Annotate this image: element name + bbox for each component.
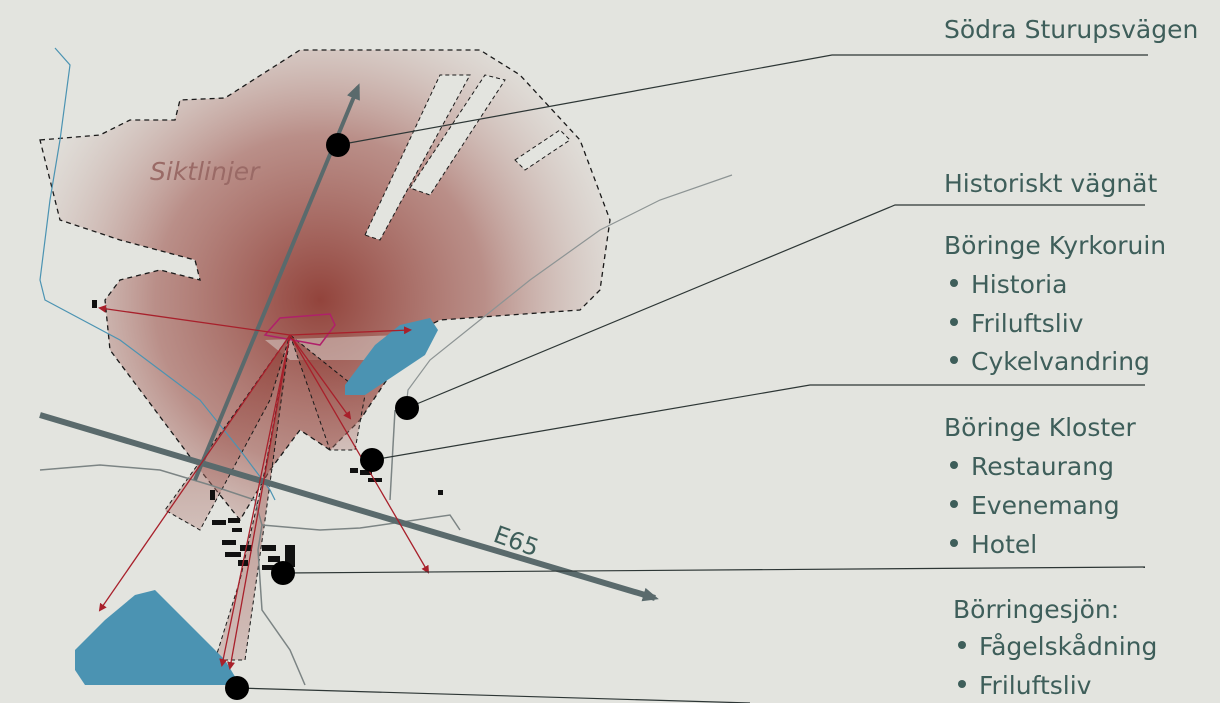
stream <box>39 47 276 501</box>
sightline-wedge-south <box>214 334 291 661</box>
monastery-item-label: Restaurang <box>971 452 1114 481</box>
historic-road-4 <box>404 174 733 416</box>
lake-item-fagelskadning: Fågelskådning <box>958 634 1157 659</box>
label-historiskt-vagnat: Historiskt vägnät <box>944 169 1158 198</box>
sightline-wedge-southeast <box>288 333 366 451</box>
marker-borringesjon[interactable] <box>225 676 249 700</box>
label-borringesjon: Börringesjön: <box>953 595 1120 624</box>
monastery-item-label: Hotel <box>971 530 1038 559</box>
e65-road <box>39 412 659 602</box>
sightline-gap-3 <box>514 129 571 171</box>
bullet-icon <box>950 539 958 547</box>
church-item-historia: Historia <box>950 272 1067 297</box>
historic-road-2 <box>261 514 461 531</box>
lake-item-friluftsliv: Friluftsliv <box>958 673 1091 698</box>
sightline-area <box>39 49 611 522</box>
label-boringe-kloster: Böringe Kloster <box>944 413 1136 442</box>
lake-small <box>345 318 438 395</box>
bullet-icon <box>950 500 958 508</box>
bullet-icon <box>958 641 966 649</box>
bullet-icon <box>950 356 958 364</box>
sightline-arrows <box>98 304 430 670</box>
bullet-icon <box>950 279 958 287</box>
church-item-label: Historia <box>971 270 1068 299</box>
church-item-label: Friluftsliv <box>971 309 1084 338</box>
marker-sodra-sturupsvagen[interactable] <box>326 133 350 157</box>
monastery-item-restaurang: Restaurang <box>950 454 1114 479</box>
monastery-item-hotel: Hotel <box>950 532 1037 557</box>
marker-boringe-kyrkoruin[interactable] <box>360 448 384 472</box>
sightline-gap-1 <box>364 74 471 241</box>
leader-lines <box>236 54 1148 703</box>
label-sodra-sturupsvagen: Södra Sturupsvägen <box>944 15 1199 44</box>
e65-label: E65 <box>490 520 543 562</box>
marker-boringe-kloster[interactable] <box>271 561 295 585</box>
lake-borringesjon <box>75 590 240 685</box>
bullet-icon <box>950 318 958 326</box>
bullet-icon <box>958 680 966 688</box>
church-item-label: Cykelvandring <box>971 347 1150 376</box>
sightlines-label: Siktlinjer <box>150 157 261 186</box>
church-item-friluftsliv: Friluftsliv <box>950 311 1083 336</box>
monastery-item-evenemang: Evenemang <box>950 493 1120 518</box>
bullet-icon <box>950 461 958 469</box>
monastery-item-label: Evenemang <box>971 491 1120 520</box>
church-item-cykelvandring: Cykelvandring <box>950 349 1150 374</box>
historic-road-3 <box>389 409 396 501</box>
lake-item-label: Friluftsliv <box>979 671 1092 700</box>
marker-historiskt-vagnat[interactable] <box>395 396 419 420</box>
viewpoint-area <box>263 313 336 346</box>
sightline-gap-2 <box>409 74 506 196</box>
lake-item-label: Fågelskådning <box>979 632 1158 661</box>
label-boringe-kyrkoruin: Böringe Kyrkoruin <box>944 231 1167 260</box>
